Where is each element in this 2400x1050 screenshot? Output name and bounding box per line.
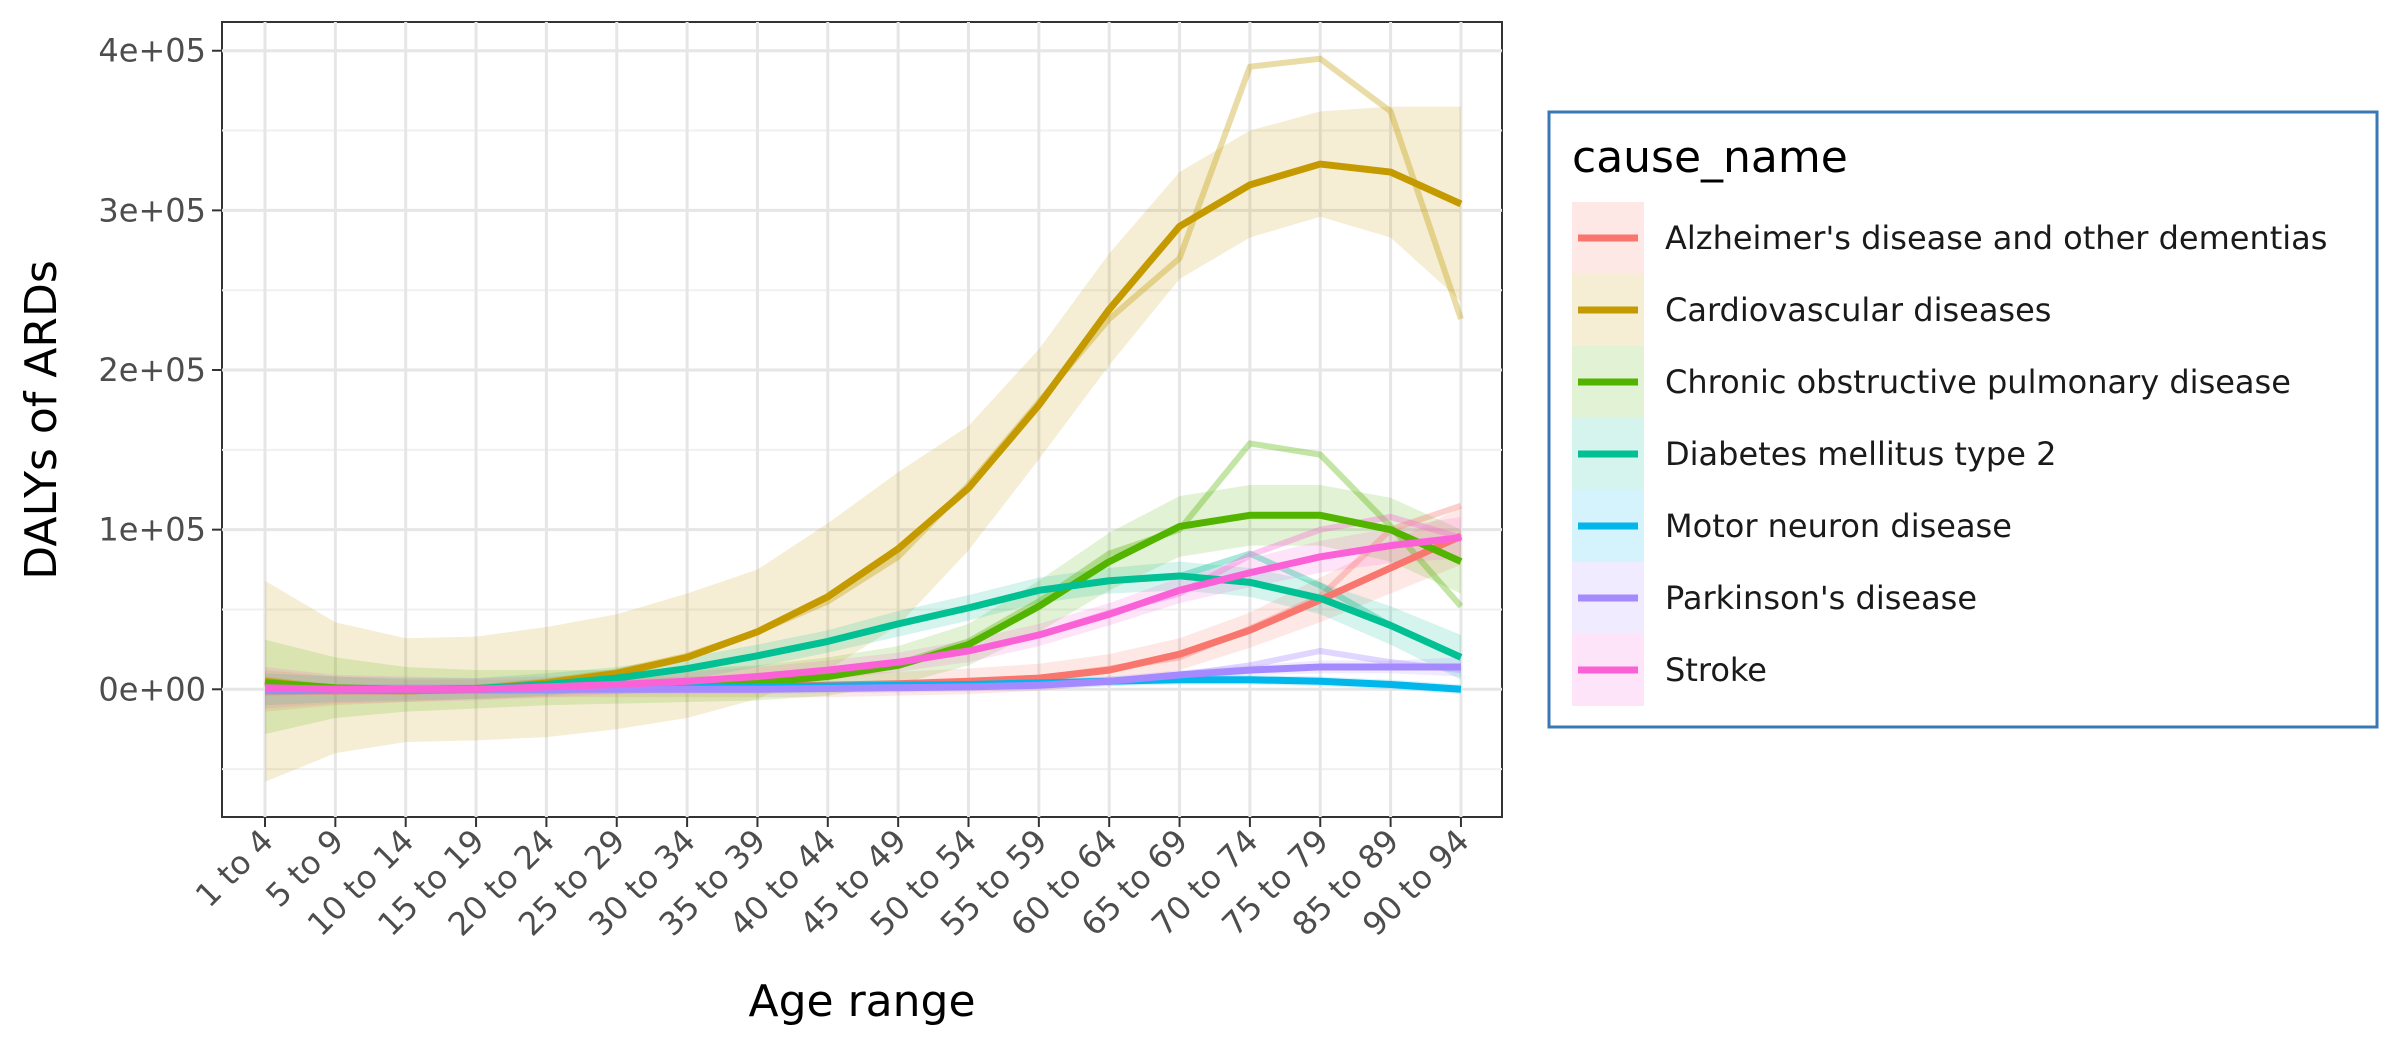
y-tick-label: 0e+00 — [98, 670, 206, 708]
x-tick-label: 1 to 4 — [188, 822, 281, 915]
series-line-Stroke — [264, 534, 1462, 693]
legend-label: Cardiovascular diseases — [1665, 291, 2051, 329]
ribbon-Chronic obstructive pulmonary disease — [265, 484, 1461, 734]
legend-label: Chronic obstructive pulmonary disease — [1665, 363, 2291, 401]
legend-label: Stroke — [1665, 651, 1767, 689]
y-tick-label: 3e+05 — [98, 191, 206, 229]
legend-label: Motor neuron disease — [1665, 507, 2012, 545]
y-tick-label: 2e+05 — [98, 351, 206, 389]
x-axis-title: Age range — [748, 976, 975, 1027]
legend-title: cause_name — [1572, 132, 1848, 183]
gridlines — [222, 22, 1502, 817]
legend-label: Diabetes mellitus type 2 — [1665, 435, 2056, 473]
y-tick-label: 1e+05 — [98, 511, 206, 549]
legend-label: Parkinson's disease — [1665, 579, 1977, 617]
smoothed-series-lines — [264, 160, 1463, 695]
legend: cause_name Alzheimer's disease and other… — [1547, 110, 2379, 729]
legend-items: Alzheimer's disease and other dementias C… — [1572, 202, 2327, 706]
ribbon-Cardiovascular diseases — [265, 106, 1461, 782]
legend-label: Alzheimer's disease and other dementias — [1665, 219, 2327, 257]
y-tick-label: 4e+05 — [98, 32, 206, 70]
legend-box — [1547, 110, 2379, 729]
y-axis-title: DALYs of ARDs — [16, 260, 67, 580]
